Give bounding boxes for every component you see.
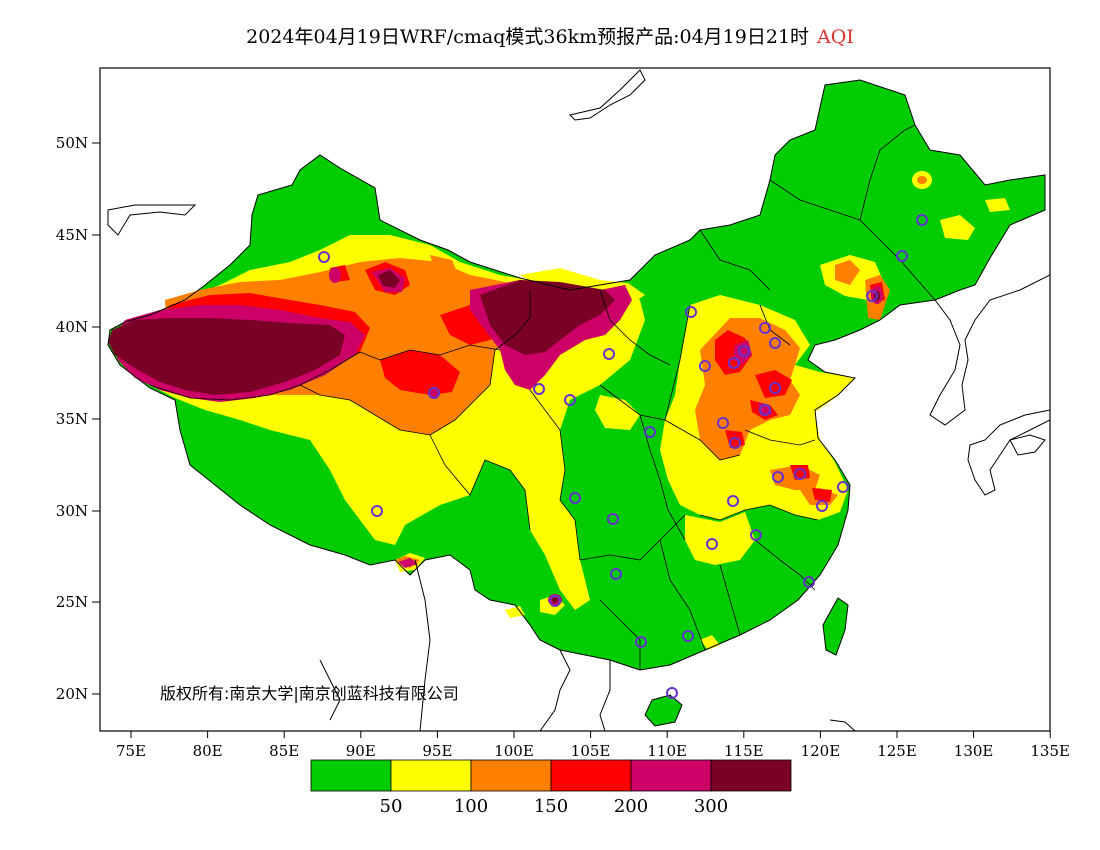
title-main: 2024年04月19日WRF/cmaq模式36km预报产品:04月19日21时 [246,26,810,48]
lon-tick-label: 120E [801,742,841,760]
longitude-axis: 75E 80E 85E 90E 95E 100E 105E 110E 115E 120E 125E 1… [116,731,1070,760]
station-marker [533,383,545,395]
lon-tick-label: 130E [954,742,994,760]
china-border [107,79,1046,671]
station-marker [635,636,647,648]
station-marker [916,214,928,226]
copyright-text: 版权所有:南京大学|南京创蓝科技有限公司 [160,684,459,703]
station-marker [772,471,784,483]
station-marker [318,251,330,263]
station-marker [896,250,908,262]
legend-color-box [310,759,392,792]
station-marker [816,500,828,512]
lon-tick-label: 110E [647,742,687,760]
station-marker [644,426,656,438]
station-marker [717,417,729,429]
station-marker [759,322,771,334]
lon-tick-label: 95E [422,742,452,760]
station-marker [866,290,878,302]
legend-color-box [710,759,792,792]
province-boundaries [149,124,936,670]
station-marker [706,538,718,550]
lon-tick-label: 90E [346,742,376,760]
lat-tick-label: 45N [56,226,88,244]
station-marker [738,345,750,357]
station-marker [428,387,440,399]
station-marker [610,568,622,580]
legend-color-box [390,759,472,792]
station-marker [682,630,694,642]
station-marker [769,382,781,394]
station-marker [699,360,711,372]
legend-label: 100 [454,796,488,817]
lon-tick-label: 100E [494,742,534,760]
station-marker [759,404,771,416]
station-marker [729,437,741,449]
map-title: 2024年04月19日WRF/cmaq模式36km预报产品:04月19日21时 A… [0,22,1100,49]
station-marker [837,481,849,493]
lon-tick-label: 85E [269,742,299,760]
legend-color-box [630,759,712,792]
lon-tick-label: 80E [193,742,223,760]
lat-tick-label: 25N [56,593,88,611]
legend-label: 50 [380,796,403,817]
lon-tick-label: 105E [571,742,611,760]
station-marker [569,492,581,504]
lat-tick-label: 35N [56,410,88,428]
station-markers [318,214,928,699]
lat-tick-label: 20N [56,685,88,703]
foreign-coastlines [107,69,1050,731]
aqi-color-legend: 50 100 150 200 300 [310,759,792,817]
station-marker [666,687,678,699]
taiwan-region [822,597,849,656]
lon-tick-label: 135E [1030,742,1070,760]
map-plot-area [107,69,1050,731]
legend-label: 300 [694,796,728,817]
latitude-axis: 50N 45N 40N 35N 30N 25N 20N [56,134,100,703]
hainan-region [644,694,683,727]
lon-tick-label: 75E [116,742,146,760]
station-marker [750,529,762,541]
lat-tick-label: 40N [56,318,88,336]
station-marker [794,468,806,480]
lat-tick-label: 50N [56,134,88,152]
legend-label: 200 [614,796,648,817]
lon-tick-label: 115E [724,742,764,760]
station-marker [549,595,561,607]
station-marker [564,394,576,406]
legend-label: 150 [534,796,568,817]
station-marker [803,576,815,588]
legend-color-box [550,759,632,792]
station-marker [727,495,739,507]
station-marker [603,348,615,360]
station-marker [371,505,383,517]
lat-tick-label: 30N [56,502,88,520]
title-variable: AQI [817,26,854,48]
legend-color-box [470,759,552,792]
map-frame [99,67,1051,732]
station-marker [685,306,697,318]
station-marker [769,337,781,349]
lon-tick-label: 125E [877,742,917,760]
station-marker [728,357,740,369]
station-marker [607,513,619,525]
